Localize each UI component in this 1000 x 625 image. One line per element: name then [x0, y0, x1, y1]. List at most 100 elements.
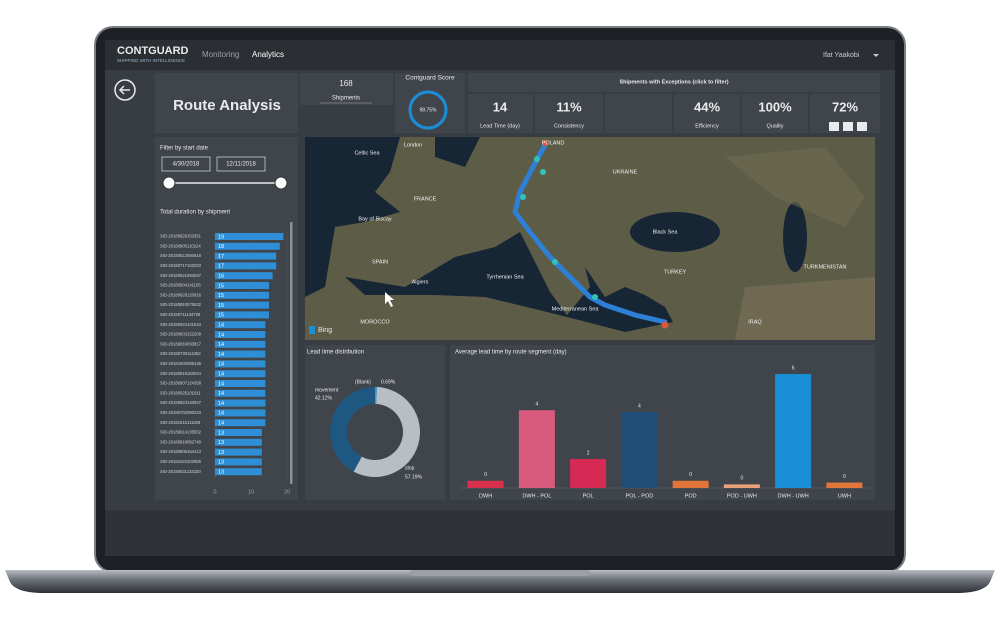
kpi-card[interactable] [535, 94, 603, 133]
bing-logo [309, 326, 315, 334]
y-tick-label: SID-20180919082740 [160, 439, 202, 444]
data-label: 14 [218, 371, 224, 377]
data-label: 15 [218, 313, 224, 319]
donut-slice [329, 387, 375, 472]
data-label: 14 [218, 332, 224, 338]
exceptions-title: Shipments with Exceptions (click to filt… [619, 79, 728, 85]
data-label: 14 [218, 381, 224, 387]
bar [570, 459, 607, 488]
user-name[interactable]: Ifat Yaakobi [823, 52, 860, 59]
top-bar [105, 40, 895, 70]
y-tick-label: SID-20180521083047 [160, 273, 202, 278]
bar [215, 389, 266, 397]
kpi-card[interactable] [468, 94, 533, 133]
x-tick-label: POD [685, 493, 697, 499]
toggle-icon[interactable] [843, 122, 853, 131]
x-tick-label: DWH - POL [522, 493, 551, 499]
map-label: Tyrrhenian Sea [486, 274, 524, 280]
kpi-value: 100% [758, 99, 792, 114]
map-label: IRAQ [748, 319, 762, 325]
data-label: 17 [218, 264, 224, 270]
filter-title: Filter by start date [160, 146, 209, 152]
date-text: 4/30/2018 [173, 162, 200, 168]
x-tick-label: 10 [248, 489, 254, 495]
data-label: 0 [740, 476, 743, 482]
y-tick-label: SID-20180823140647 [160, 400, 202, 405]
data-label: 13 [218, 430, 224, 436]
bar [215, 429, 262, 436]
kpi-value: 14 [493, 99, 508, 114]
bar [215, 340, 266, 348]
logo-tagline: SHIPPING WITH INTELLIGENCE [117, 58, 185, 63]
bar [518, 410, 555, 488]
toggle-icon[interactable] [829, 122, 839, 131]
map-attribution: Bing [318, 327, 332, 334]
route-stop [592, 294, 598, 300]
y-tick-label: SID-20180702090233 [160, 410, 202, 415]
y-tick-label: SID-20180525101911 [160, 390, 201, 395]
y-tick-label: SID-20181023102956 [160, 459, 202, 464]
x-tick-label: 0 [213, 489, 216, 495]
bar [215, 233, 284, 240]
kpi-card[interactable] [742, 94, 808, 133]
x-tick-label: 20 [284, 489, 290, 495]
screen-footer [105, 510, 895, 556]
bar [215, 331, 266, 338]
map-label: Black Sea [653, 229, 679, 235]
date-input[interactable] [161, 156, 211, 172]
y-tick-label: SID-20180907124358 [160, 381, 202, 386]
bar [215, 262, 277, 270]
y-tick-label: SID-20180806154413 [160, 449, 202, 454]
score-value: 98.75% [420, 107, 438, 113]
back-button[interactable] [114, 79, 136, 101]
nav-item[interactable]: Monitoring [202, 50, 239, 59]
legend-label: (Blank) [355, 379, 371, 385]
cursor [385, 292, 394, 307]
y-tick-label: SID-20180905110224 [160, 243, 201, 248]
bar [215, 311, 269, 319]
slider-handle[interactable] [162, 176, 176, 190]
bar [215, 282, 269, 289]
x-tick-label: POL - POD [626, 493, 654, 499]
data-label: 15 [218, 283, 224, 289]
toggle-icon[interactable] [857, 122, 867, 131]
nav-item[interactable]: Analytics [252, 50, 284, 59]
score-title: Contguard Score [405, 75, 455, 82]
kpi-label: Consistency [554, 123, 584, 129]
bar [215, 458, 262, 466]
donut-slice [353, 387, 420, 477]
score-panel [395, 73, 465, 133]
data-label: 57.19% [405, 474, 423, 480]
bar [215, 448, 262, 456]
map-sea [345, 232, 673, 332]
map-label: UKRAINE [613, 169, 638, 175]
data-label: 15 [218, 303, 224, 309]
route-line [512, 142, 668, 325]
y-tick-label: SID-20180829153351 [160, 234, 202, 239]
slider-handle[interactable] [274, 176, 288, 190]
x-tick-label: DWH - UWH [778, 493, 809, 499]
kpi-card[interactable] [605, 94, 672, 133]
bar [215, 321, 266, 329]
x-tick-label: DWH [479, 493, 492, 499]
data-label: 14 [218, 362, 224, 368]
data-label: 0 [689, 472, 692, 478]
map-label: Algiers [412, 279, 429, 285]
back-arrow [118, 85, 130, 95]
y-tick-label: SID-20180603152209 [160, 332, 202, 337]
date-input[interactable] [216, 156, 266, 172]
data-label: 0 [843, 474, 846, 480]
chart-title: Total duration by shipment [160, 210, 230, 216]
data-label: 13 [218, 440, 224, 446]
y-tick-label: SID-20180614135502 [160, 430, 202, 435]
data-label: 14 [218, 420, 224, 426]
kpi-label: Shipments [332, 96, 360, 102]
map: Celtic Sea London POLAND UKRAINE FRANCE Bay o… [305, 137, 875, 340]
data-label: 14 [218, 352, 224, 358]
scrollbar[interactable] [290, 222, 293, 484]
bar [215, 252, 277, 260]
kpi-card[interactable] [674, 94, 740, 133]
data-label: 0 [484, 472, 487, 478]
map-label: Celtic Sea [354, 150, 380, 156]
